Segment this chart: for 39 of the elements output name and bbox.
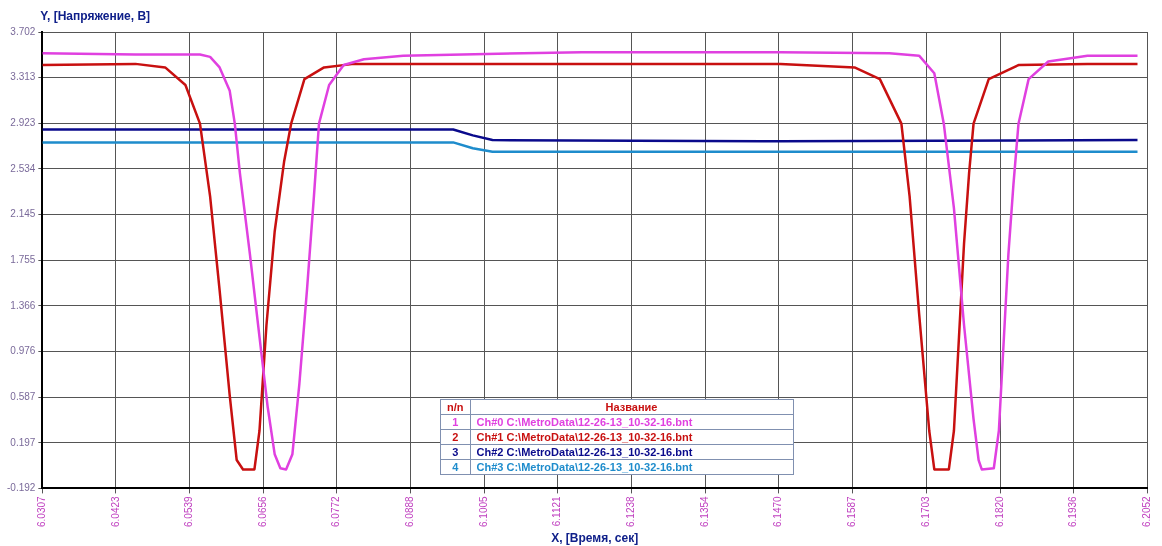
annotation: 4 (440, 459, 471, 475)
y-tick-label: 1.366 (10, 299, 36, 311)
x-tick-label: 6.1005 (477, 495, 489, 528)
x-tick-label: 6.1820 (993, 495, 1005, 528)
y-tick-label: 0.976 (10, 345, 36, 357)
y-axis-title: Y, [Напряжение, В] (40, 9, 151, 23)
annotation: 3 (440, 444, 471, 460)
x-tick-label: 6.1238 (625, 495, 637, 528)
x-tick-label: 6.1703 (919, 495, 931, 528)
x-tick-label: 6.0888 (403, 495, 415, 528)
x-tick-label: 6.0772 (330, 495, 342, 528)
y-tick-label: 2.534 (10, 162, 36, 174)
x-tick-label: 6.2052 (1140, 495, 1152, 528)
x-tick-label: 6.0656 (257, 495, 269, 528)
y-tick-label: 3.313 (10, 71, 36, 83)
x-tick-label: 6.1470 (772, 495, 784, 528)
text: Ch#3 C:\MetroData\12-26-13_10-32-16.bnt (476, 461, 693, 474)
annotation: n/n (440, 399, 471, 415)
text: Ch#0 C:\MetroData\12-26-13_10-32-16.bnt (476, 416, 693, 429)
y-tick-label: 2.145 (10, 208, 36, 220)
x-tick-label: 6.0423 (109, 495, 121, 528)
x-tick-label: 6.1587 (846, 495, 858, 528)
y-tick-label: 0.197 (10, 436, 36, 448)
x-tick-label: 6.1354 (698, 495, 710, 528)
y-tick-label: -0.192 (7, 482, 36, 494)
annotation: 1 (440, 414, 471, 430)
x-tick-label: 6.0539 (182, 495, 194, 528)
y-tick-label: 2.923 (10, 117, 36, 129)
legend-title: Название (470, 399, 794, 415)
y-tick-label: 1.755 (10, 253, 36, 265)
x-tick-label: 6.0307 (36, 495, 48, 528)
x-axis-title: X, [Время, сек] (551, 531, 639, 545)
y-tick-label: 3.702 (10, 25, 36, 37)
x-tick-label: 6.1936 (1067, 495, 1079, 528)
text: Ch#1 C:\MetroData\12-26-13_10-32-16.bnt (476, 431, 693, 444)
x-tick-label: 6.1121 (551, 495, 563, 527)
text: Ch#2 C:\MetroData\12-26-13_10-32-16.bnt (476, 446, 693, 459)
annotation: 2 (440, 429, 471, 445)
y-tick-label: 0.587 (10, 390, 36, 402)
